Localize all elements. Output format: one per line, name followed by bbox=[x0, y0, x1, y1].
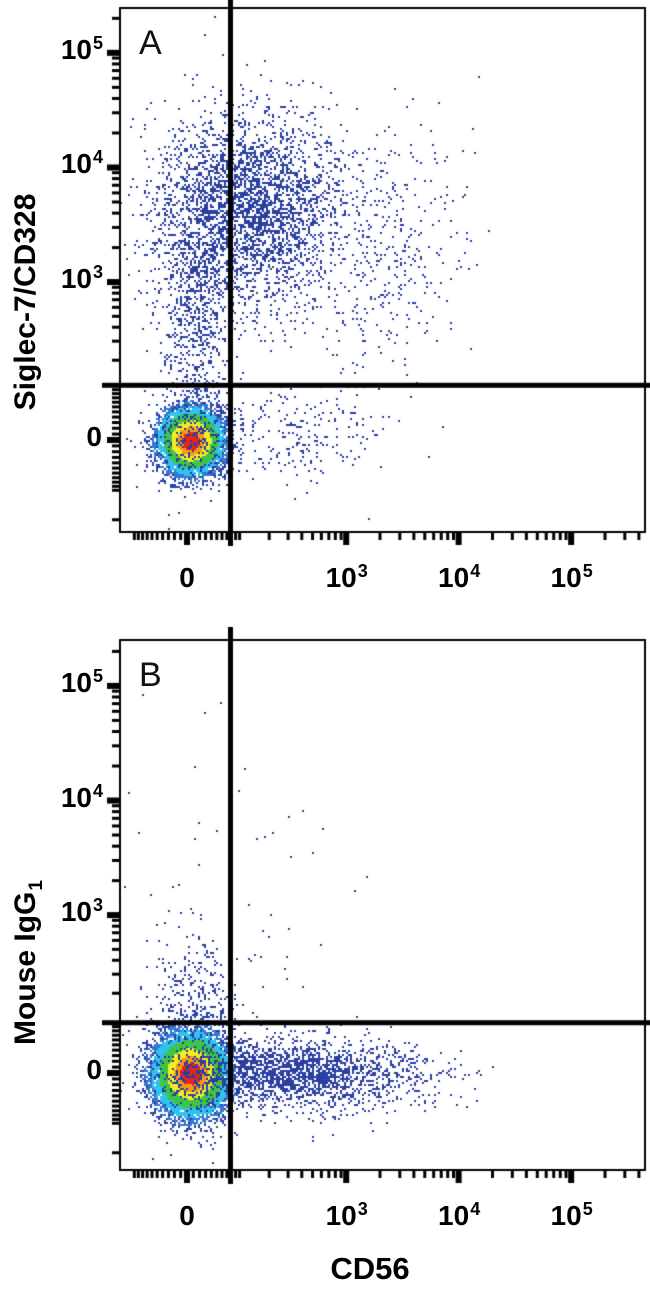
tick-label-exponent: 4 bbox=[92, 147, 103, 168]
tick-label-exponent: 5 bbox=[92, 32, 103, 53]
tick-label-base: 10 bbox=[325, 1200, 357, 1231]
panel-a-y-axis-title: Siglec-7/CD328 bbox=[9, 194, 43, 411]
panel-b-letter: B bbox=[139, 656, 162, 694]
tick-label-base: 10 bbox=[60, 666, 92, 698]
tick-label-base: 10 bbox=[438, 562, 470, 593]
x-axis-tick-label: 103 bbox=[296, 561, 396, 594]
tick-label-base: 10 bbox=[60, 148, 92, 180]
y-axis-tick-label: 105 bbox=[2, 665, 103, 699]
x-axis-title: CD56 bbox=[330, 1251, 410, 1286]
tick-label-base: 10 bbox=[60, 263, 92, 295]
y-axis-tick-label: 103 bbox=[2, 895, 103, 928]
x-axis-tick-label: 0 bbox=[137, 1200, 237, 1232]
tick-label-base: 0 bbox=[179, 1200, 195, 1231]
tick-label-exponent: 3 bbox=[92, 262, 103, 283]
tick-label-base: 10 bbox=[60, 781, 92, 813]
tick-label-exponent: 3 bbox=[357, 561, 368, 581]
tick-label-base: 0 bbox=[86, 1054, 102, 1085]
y-axis-tick-label: 104 bbox=[2, 147, 103, 180]
x-axis-tick-label: 105 bbox=[521, 561, 621, 594]
tick-label-exponent: 5 bbox=[92, 665, 103, 686]
panel-a-y-axis-title-text: Siglec-7/CD328 bbox=[9, 193, 42, 411]
y-axis-tick-label: 0 bbox=[2, 1054, 102, 1086]
panel-b-y-axis-title-subscript: 1 bbox=[26, 880, 47, 891]
tick-label-base: 10 bbox=[325, 562, 357, 593]
tick-label-base: 10 bbox=[60, 896, 92, 928]
tick-label-exponent: 4 bbox=[470, 561, 481, 581]
x-axis-tick-label: 103 bbox=[296, 1199, 396, 1232]
x-axis-tick-label: 105 bbox=[521, 1199, 621, 1232]
tick-label-exponent: 5 bbox=[582, 561, 593, 581]
y-axis-tick-label: 105 bbox=[2, 32, 103, 66]
tick-label-base: 10 bbox=[550, 562, 582, 593]
tick-label-exponent: 4 bbox=[470, 1199, 481, 1219]
y-axis-tick-label: 0 bbox=[2, 421, 102, 453]
tick-label-exponent: 3 bbox=[92, 895, 103, 916]
tick-label-base: 10 bbox=[60, 33, 92, 65]
y-axis-tick-label: 104 bbox=[2, 780, 103, 814]
x-axis-tick-label: 104 bbox=[409, 1199, 509, 1232]
tick-label-exponent: 4 bbox=[92, 780, 103, 801]
tick-label-exponent: 3 bbox=[357, 1199, 368, 1219]
tick-label-base: 10 bbox=[550, 1200, 582, 1231]
tick-label-base: 0 bbox=[86, 420, 102, 452]
panel-a-letter: A bbox=[139, 24, 162, 62]
tick-label-exponent: 5 bbox=[582, 1199, 593, 1219]
x-axis-tick-label: 104 bbox=[409, 561, 509, 594]
y-axis-tick-label: 103 bbox=[2, 262, 103, 295]
x-axis-tick-label: 0 bbox=[137, 562, 237, 594]
tick-label-base: 10 bbox=[438, 1200, 470, 1231]
tick-label-base: 0 bbox=[179, 562, 195, 593]
